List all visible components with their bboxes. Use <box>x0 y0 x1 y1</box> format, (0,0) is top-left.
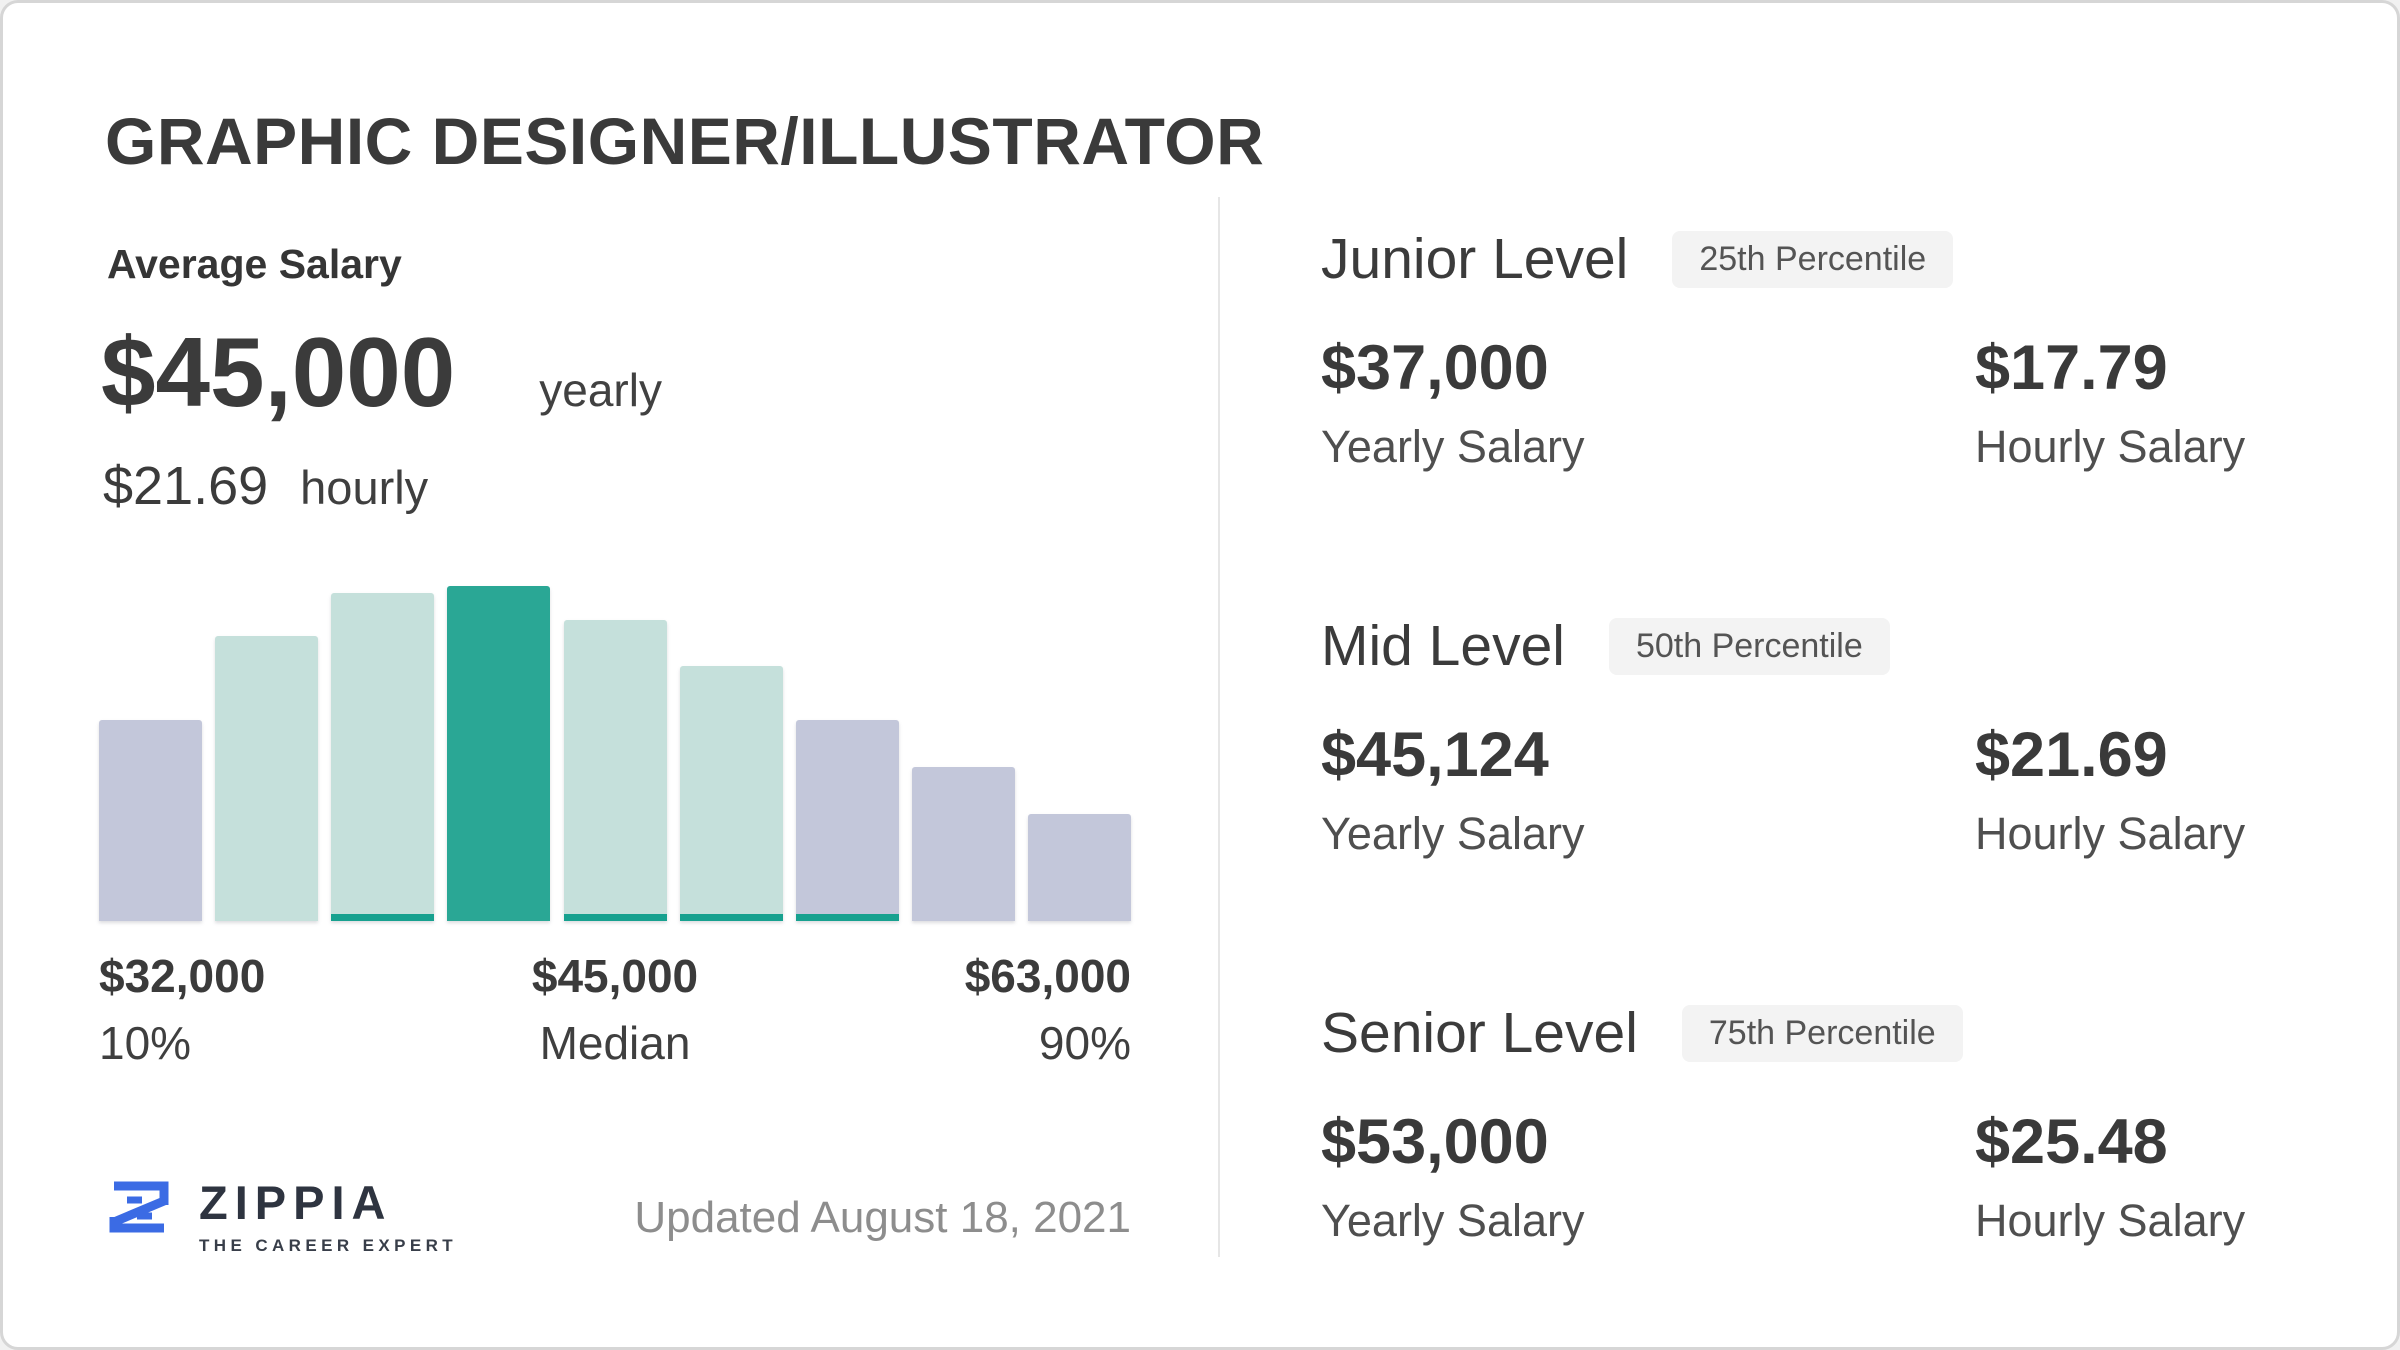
updated-date: Updated August 18, 2021 <box>634 1193 1131 1242</box>
junior-hourly-label: Hourly Salary <box>1975 420 2246 472</box>
percentile-badge-mid: 50th Percentile <box>1608 618 1890 676</box>
average-hourly-row: $21.69 hourly <box>103 455 428 517</box>
histogram-axis-labels: $32,000 10% $45,000 Median $63,000 90% <box>99 953 1131 1066</box>
yearly-column-mid: $45,124 Yearly Salary <box>1321 719 1975 860</box>
average-yearly-row: $45,000 yearly <box>101 321 662 424</box>
axis-percentile-median: Median <box>539 1017 691 1069</box>
histogram-bar <box>331 592 435 921</box>
axis-label-median: $45,000 Median <box>532 953 698 1066</box>
histogram-bar <box>215 636 319 921</box>
level-header-senior: Senior Level 75th Percentile <box>1321 1001 2303 1067</box>
axis-salary-10th: $32,000 <box>99 950 266 1002</box>
page-title: GRAPHIC DESIGNER/ILLUSTRATOR <box>105 104 1265 178</box>
histogram-bar <box>99 720 202 921</box>
level-name-junior: Junior Level <box>1321 227 1629 291</box>
histogram-bar <box>795 720 899 921</box>
yearly-column-senior: $53,000 Yearly Salary <box>1321 1106 1975 1247</box>
junior-hourly-value: $17.79 <box>1975 332 2168 403</box>
mid-hourly-label: Hourly Salary <box>1975 807 2246 859</box>
axis-salary-median: $45,000 <box>531 950 699 1002</box>
level-section-mid: Mid Level 50th Percentile $45,124 Yearly… <box>1321 614 2303 860</box>
mid-yearly-value: $45,124 <box>1321 719 1549 790</box>
senior-yearly-label: Yearly Salary <box>1321 1194 1585 1246</box>
histogram-bar-median <box>447 586 551 921</box>
axis-salary-90th: $63,000 <box>964 950 1131 1002</box>
level-header-junior: Junior Level 25th Percentile <box>1321 227 2303 293</box>
level-values-junior: $37,000 Yearly Salary $17.79 Hourly Sala… <box>1321 332 2303 473</box>
average-yearly-unit: yearly <box>539 364 662 416</box>
level-values-mid: $45,124 Yearly Salary $21.69 Hourly Sala… <box>1321 719 2303 860</box>
bar-base-strip <box>795 914 899 921</box>
level-name-senior: Senior Level <box>1321 1001 1638 1065</box>
salary-histogram <box>99 586 1131 921</box>
mid-hourly-value: $21.69 <box>1975 719 2168 790</box>
axis-label-90th-percentile: $63,000 90% <box>965 953 1131 1066</box>
axis-label-10th-percentile: $32,000 10% <box>99 953 265 1066</box>
bar-base-strip <box>331 914 435 921</box>
bar-base-strip <box>679 914 783 921</box>
hourly-column-mid: $21.69 Hourly Salary <box>1975 719 2246 860</box>
percentile-badge-junior: 25th Percentile <box>1672 231 1954 289</box>
axis-percentile-90th: 90% <box>1038 1017 1131 1069</box>
senior-yearly-value: $53,000 <box>1321 1106 1549 1177</box>
level-name-mid: Mid Level <box>1321 614 1565 678</box>
junior-yearly-label: Yearly Salary <box>1321 420 1585 472</box>
zippia-brand-name: ZIPPIA <box>199 1176 393 1229</box>
average-hourly-value: $21.69 <box>103 456 269 516</box>
average-yearly-value: $45,000 <box>101 317 456 427</box>
yearly-column-junior: $37,000 Yearly Salary <box>1321 332 1975 473</box>
level-section-senior: Senior Level 75th Percentile $53,000 Yea… <box>1321 1001 2303 1247</box>
zippia-tagline: THE CAREER EXPERT <box>199 1236 458 1255</box>
level-values-senior: $53,000 Yearly Salary $25.48 Hourly Sala… <box>1321 1106 2303 1247</box>
average-salary-label: Average Salary <box>107 241 402 287</box>
axis-percentile-10th: 10% <box>99 1017 192 1069</box>
level-header-mid: Mid Level 50th Percentile <box>1321 614 2303 680</box>
junior-yearly-value: $37,000 <box>1321 332 1549 403</box>
histogram-bar <box>563 619 667 921</box>
vertical-divider <box>1218 197 1220 1257</box>
hourly-column-senior: $25.48 Hourly Salary <box>1975 1106 2246 1247</box>
senior-hourly-value: $25.48 <box>1975 1106 2168 1177</box>
histogram-bar <box>911 766 1015 921</box>
zippia-logo-text: ZIPPIA THE CAREER EXPERT <box>199 1175 457 1254</box>
histogram-bar <box>679 666 783 921</box>
histogram-bar <box>1028 813 1131 921</box>
level-section-junior: Junior Level 25th Percentile $37,000 Yea… <box>1321 227 2303 473</box>
percentile-badge-senior: 75th Percentile <box>1681 1005 1963 1063</box>
zippia-logo[interactable]: ZIPPIA THE CAREER EXPERT <box>107 1175 457 1254</box>
bar-base-strip <box>563 914 667 921</box>
senior-hourly-label: Hourly Salary <box>1975 1194 2246 1246</box>
hourly-column-junior: $17.79 Hourly Salary <box>1975 332 2246 473</box>
zippia-z-icon <box>109 1181 169 1233</box>
mid-yearly-label: Yearly Salary <box>1321 807 1585 859</box>
average-hourly-unit: hourly <box>300 461 429 514</box>
